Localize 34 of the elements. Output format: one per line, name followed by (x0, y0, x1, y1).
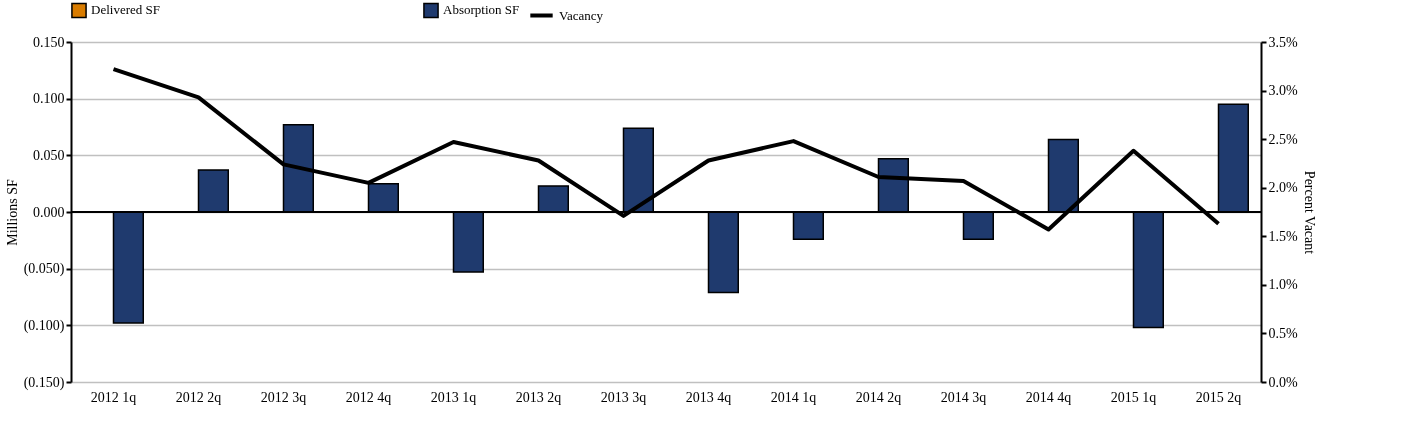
x-tick-label: 2012 3q (260, 389, 307, 405)
x-tick-label: 2014 4q (1025, 389, 1072, 405)
y2-axis-title: Percent Vacant (1301, 170, 1317, 255)
x-tick-label: 2014 3q (940, 389, 987, 405)
y2-tick-label: 0.0% (1268, 374, 1298, 390)
y-tick-label: 0.000 (33, 204, 65, 220)
y2-tick-label: 1.5% (1268, 228, 1298, 244)
y-tick-label: 0.100 (33, 91, 65, 107)
y2-tick-label: 2.5% (1268, 131, 1298, 147)
y-tick-label: (0.150) (23, 374, 65, 391)
x-tick-label: 2015 1q (1110, 389, 1157, 405)
x-tick-label: 2013 4q (685, 389, 732, 405)
y-tick-label: 0.050 (33, 147, 65, 163)
y2-tick-label: 2.0% (1268, 180, 1298, 196)
x-tick-label: 2015 2q (1195, 389, 1242, 405)
y-axis-title: Millions SF (4, 179, 20, 246)
legend-label: Delivered SF (91, 2, 160, 18)
y2-tick-label: 0.5% (1268, 325, 1298, 341)
legend-label: Absorption SF (443, 2, 520, 18)
legend-label: Vacancy (559, 7, 604, 23)
y2-tick-label: 1.0% (1268, 277, 1298, 293)
y2-tick-label: 3.5% (1268, 34, 1298, 50)
x-tick-label: 2012 4q (345, 389, 392, 405)
x-tick-label: 2012 1q (90, 389, 137, 405)
x-tick-label: 2012 2q (175, 389, 222, 405)
y-tick-label: 0.150 (33, 34, 65, 50)
x-tick-label: 2013 3q (600, 389, 647, 405)
x-tick-label: 2014 1q (770, 389, 817, 405)
x-tick-label: 2013 2q (515, 389, 562, 405)
y2-tick-label: 3.0% (1268, 83, 1298, 99)
x-tick-label: 2013 1q (430, 389, 477, 405)
y-tick-label: (0.100) (23, 317, 65, 334)
y-tick-label: (0.050) (23, 261, 65, 278)
x-tick-label: 2014 2q (855, 389, 902, 405)
